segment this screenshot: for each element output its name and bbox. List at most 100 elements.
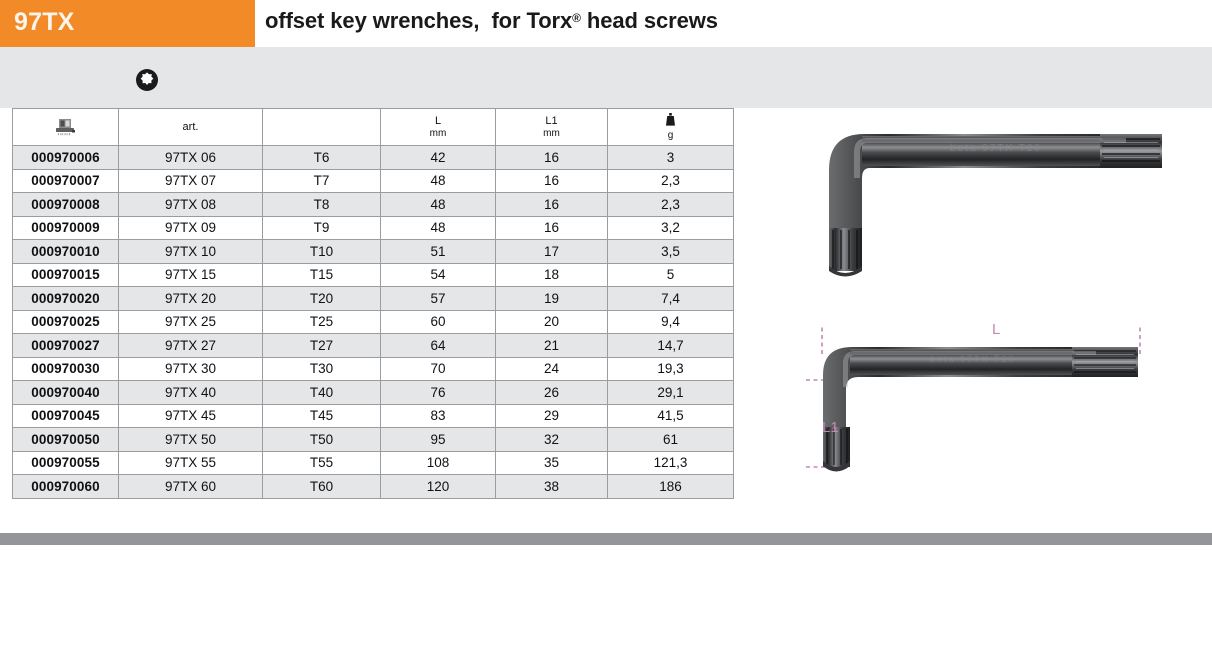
cell-code: 000970027 (12, 333, 119, 358)
cell-length: 76 (380, 380, 496, 405)
cell-weight: 5 (607, 262, 734, 287)
cell-size: T50 (262, 427, 381, 452)
cell-code: 000970030 (12, 356, 119, 381)
cell-code: 000970007 (12, 168, 119, 193)
cell-code: 000970050 (12, 427, 119, 452)
cell-code: 000970040 (12, 380, 119, 405)
table-row: 000970010 97TX 10 T10 51 17 3,5 (12, 239, 734, 264)
table-row: 000970015 97TX 15 T15 54 18 5 (12, 262, 734, 287)
cell-size: T9 (262, 215, 381, 240)
cell-art: 97TX 07 (118, 168, 263, 193)
cell-weight: 2,3 (607, 168, 734, 193)
page-title-prefix: offset key wrenches, for Torx (265, 8, 573, 33)
product-spec-table: art. L mm L1 mm g 000970006 97TX 06 T (12, 108, 734, 499)
cell-size: T15 (262, 262, 381, 287)
cell-weight: 7,4 (607, 286, 734, 311)
cell-size: T55 (262, 450, 381, 475)
cell-size: T10 (262, 239, 381, 264)
torx-key-wrench-photo: beta 97TX T20 (800, 108, 1190, 293)
column-header-art: art. (118, 108, 263, 146)
cell-weight: 61 (607, 427, 734, 452)
cell-weight: 2,3 (607, 192, 734, 217)
cell-length1: 21 (495, 333, 608, 358)
torx-key-wrench-dimension-drawing: beta 97TX T20 L L1 (800, 315, 1190, 495)
column-header-length-symbol: L (434, 114, 442, 127)
table-header-row: art. L mm L1 mm g (12, 108, 734, 146)
cell-art: 97TX 09 (118, 215, 263, 240)
table-row: 000970060 97TX 60 T60 120 38 186 (12, 474, 734, 499)
table-row: 000970030 97TX 30 T30 70 24 19,3 (12, 356, 734, 381)
cell-size: T8 (262, 192, 381, 217)
cell-length: 60 (380, 309, 496, 334)
cell-length: 83 (380, 403, 496, 428)
cell-size: T60 (262, 474, 381, 499)
cell-art: 97TX 45 (118, 403, 263, 428)
cell-code: 000970006 (12, 145, 119, 170)
cell-weight: 29,1 (607, 380, 734, 405)
column-header-length: L mm (380, 108, 496, 146)
dimension-label-l1: L1 (822, 419, 839, 436)
cell-code: 000970009 (12, 215, 119, 240)
column-header-length1: L1 mm (495, 108, 608, 146)
feature-icon-band (0, 47, 1212, 108)
table-row: 000970027 97TX 27 T27 64 21 14,7 (12, 333, 734, 358)
cell-weight: 121,3 (607, 450, 734, 475)
table-row: 000970040 97TX 40 T40 76 26 29,1 (12, 380, 734, 405)
cell-length: 48 (380, 168, 496, 193)
table-row: 000970055 97TX 55 T55 108 35 121,3 (12, 450, 734, 475)
cell-code: 000970025 (12, 309, 119, 334)
cell-length: 42 (380, 145, 496, 170)
cell-weight: 9,4 (607, 309, 734, 334)
cell-code: 000970008 (12, 192, 119, 217)
cell-length1: 26 (495, 380, 608, 405)
cell-size: T40 (262, 380, 381, 405)
cell-length1: 29 (495, 403, 608, 428)
column-header-size (262, 108, 381, 146)
registered-trademark-symbol: ® (572, 11, 581, 25)
table-row: 000970020 97TX 20 T20 57 19 7,4 (12, 286, 734, 311)
column-header-weight: g (607, 108, 734, 146)
cell-weight: 3 (607, 145, 734, 170)
column-header-length1-symbol: L1 (545, 114, 558, 127)
cell-size: T20 (262, 286, 381, 311)
cell-size: T7 (262, 168, 381, 193)
barcode-printer-icon (13, 109, 118, 145)
cell-length: 64 (380, 333, 496, 358)
cell-art: 97TX 20 (118, 286, 263, 311)
cell-length: 120 (380, 474, 496, 499)
cell-art: 97TX 15 (118, 262, 263, 287)
cell-size: T45 (262, 403, 381, 428)
cell-code: 000970045 (12, 403, 119, 428)
column-header-length1-unit: mm (543, 127, 560, 139)
table-row: 000970025 97TX 25 T25 60 20 9,4 (12, 309, 734, 334)
cell-length1: 19 (495, 286, 608, 311)
cell-length1: 24 (495, 356, 608, 381)
cell-art: 97TX 55 (118, 450, 263, 475)
page-header: 97TX offset key wrenches, for Torx® head… (0, 0, 1212, 47)
cell-weight: 41,5 (607, 403, 734, 428)
cell-length1: 38 (495, 474, 608, 499)
bottom-divider-bar (0, 533, 1212, 545)
cell-length: 48 (380, 215, 496, 240)
table-row: 000970050 97TX 50 T50 95 32 61 (12, 427, 734, 452)
cell-length1: 35 (495, 450, 608, 475)
cell-art: 97TX 06 (118, 145, 263, 170)
table-row: 000970045 97TX 45 T45 83 29 41,5 (12, 403, 734, 428)
cell-length: 57 (380, 286, 496, 311)
table-row: 000970008 97TX 08 T8 48 16 2,3 (12, 192, 734, 217)
cell-art: 97TX 10 (118, 239, 263, 264)
cell-length1: 20 (495, 309, 608, 334)
cell-code: 000970015 (12, 262, 119, 287)
cell-length: 54 (380, 262, 496, 287)
cell-weight: 3,2 (607, 215, 734, 240)
cell-code: 000970055 (12, 450, 119, 475)
cell-art: 97TX 40 (118, 380, 263, 405)
column-header-weight-unit: g (667, 129, 674, 141)
svg-text:beta 97TX T20: beta 97TX T20 (950, 143, 1042, 154)
cell-length1: 18 (495, 262, 608, 287)
table-body: 000970006 97TX 06 T6 42 16 3 000970007 97TX 07 T… (12, 145, 734, 499)
cell-length: 48 (380, 192, 496, 217)
cell-length1: 16 (495, 168, 608, 193)
page-title-suffix: head screws (580, 8, 718, 33)
cell-art: 97TX 60 (118, 474, 263, 499)
